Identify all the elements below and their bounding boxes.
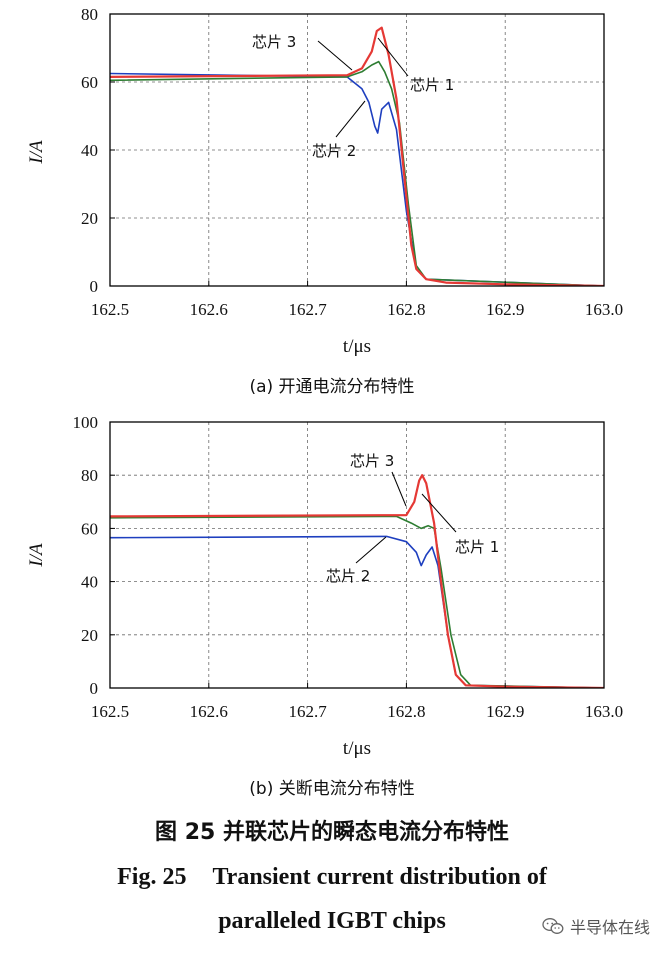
- chart-b-xlabel: t/μs: [343, 738, 371, 759]
- chart-a-ytick-label: 80: [81, 5, 98, 24]
- chart-b-annotation-label: 芯片 2: [326, 567, 370, 585]
- chart-b-xtick-label: 162.7: [288, 702, 327, 721]
- chart-a-ytick-label: 40: [81, 141, 98, 160]
- watermark-text: 半导体在线: [569, 918, 650, 937]
- chart-b-subcaption: (b) 关断电流分布特性: [249, 779, 415, 799]
- figure-caption-cn: 图 25 并联芯片的瞬态电流分布特性: [155, 820, 509, 845]
- chart-a-subcaption: (a) 开通电流分布特性: [249, 377, 415, 397]
- chart-b-xtick-label: 162.8: [387, 702, 425, 721]
- chart-a-series-line-1: [110, 26, 604, 286]
- chart-a-xlabel: t/μs: [343, 336, 371, 357]
- chart-b-xtick-label: 162.6: [190, 702, 228, 721]
- chart-a-annotation-label: 芯片 3: [252, 33, 296, 51]
- chart-b-ytick-label: 100: [73, 413, 99, 432]
- figure-caption-en-line2: paralleled IGBT chips: [218, 908, 446, 934]
- chart-a-turn-on: 162.5 162.6 162.7 162.8 162.9 163.0020406080 …: [26, 5, 623, 357]
- chart-b-annotation-label: 芯片 3: [350, 452, 394, 470]
- chart-b-series-line-1: [110, 474, 604, 688]
- chart-b-annotation-leader: [355, 536, 387, 564]
- chart-a-ytick-label: 20: [81, 209, 98, 228]
- chart-b-ytick-label: 40: [81, 573, 98, 592]
- chart-b-xtick-label: 162.9: [486, 702, 524, 721]
- chart-a-xtick-label: 162.7: [288, 300, 327, 319]
- chart-b-annotation-leader: [391, 471, 407, 507]
- figure-caption-en-text1: Transient current distribution of: [212, 864, 547, 890]
- chart-a-xtick-label: 162.6: [190, 300, 228, 319]
- chart-a-xtick-label: 162.8: [387, 300, 425, 319]
- chart-b-series-line-3: [110, 515, 604, 688]
- chart-b-turn-off: 162.5 162.6 162.7 162.8 162.9 163.0 0 20 40 60 80 1…: [26, 413, 623, 759]
- watermark: 半导体在线: [542, 914, 650, 938]
- chart-a-xtick-label: 163.0: [585, 300, 623, 319]
- wechat-icon: [542, 918, 564, 934]
- figure-caption-en-line1: Fig. 25 Transient current distribution of: [0, 864, 664, 891]
- chart-a-annotation-leader: [335, 100, 366, 138]
- chart-a-xtick-label: 162.5: [91, 300, 129, 319]
- chart-b-ytick-label: 0: [90, 679, 99, 698]
- chart-b-xtick-label: 163.0: [585, 702, 623, 721]
- chart-b-xtick-label: 162.5: [91, 702, 129, 721]
- figure-label-en: Fig. 25: [117, 864, 187, 890]
- chart-a-series-line-2: [110, 72, 604, 286]
- chart-b-series-line-2: [110, 535, 604, 688]
- chart-a-ytick-label: 0: [90, 277, 99, 296]
- chart-b-ytick-label: 80: [81, 466, 98, 485]
- chart-a-ytick-label: 60: [81, 73, 98, 92]
- chart-a-annotation-leader: [317, 40, 353, 71]
- chart-a-ylabel: I/A: [26, 140, 47, 165]
- chart-a-series-line-3: [110, 60, 604, 286]
- chart-b-annotation-label: 芯片 1: [455, 538, 499, 556]
- chart-a-annotation-leader: [377, 37, 409, 77]
- chart-b-annotation-leader: [421, 493, 457, 533]
- chart-a-annotation-label: 芯片 2: [312, 142, 356, 160]
- chart-b-ylabel: I/A: [26, 543, 47, 568]
- chart-b-ytick-label: 20: [81, 626, 98, 645]
- chart-b-ytick-label: 60: [81, 519, 98, 538]
- chart-a-xtick-label: 162.9: [486, 300, 524, 319]
- chart-a-annotation-label: 芯片 1: [410, 76, 454, 94]
